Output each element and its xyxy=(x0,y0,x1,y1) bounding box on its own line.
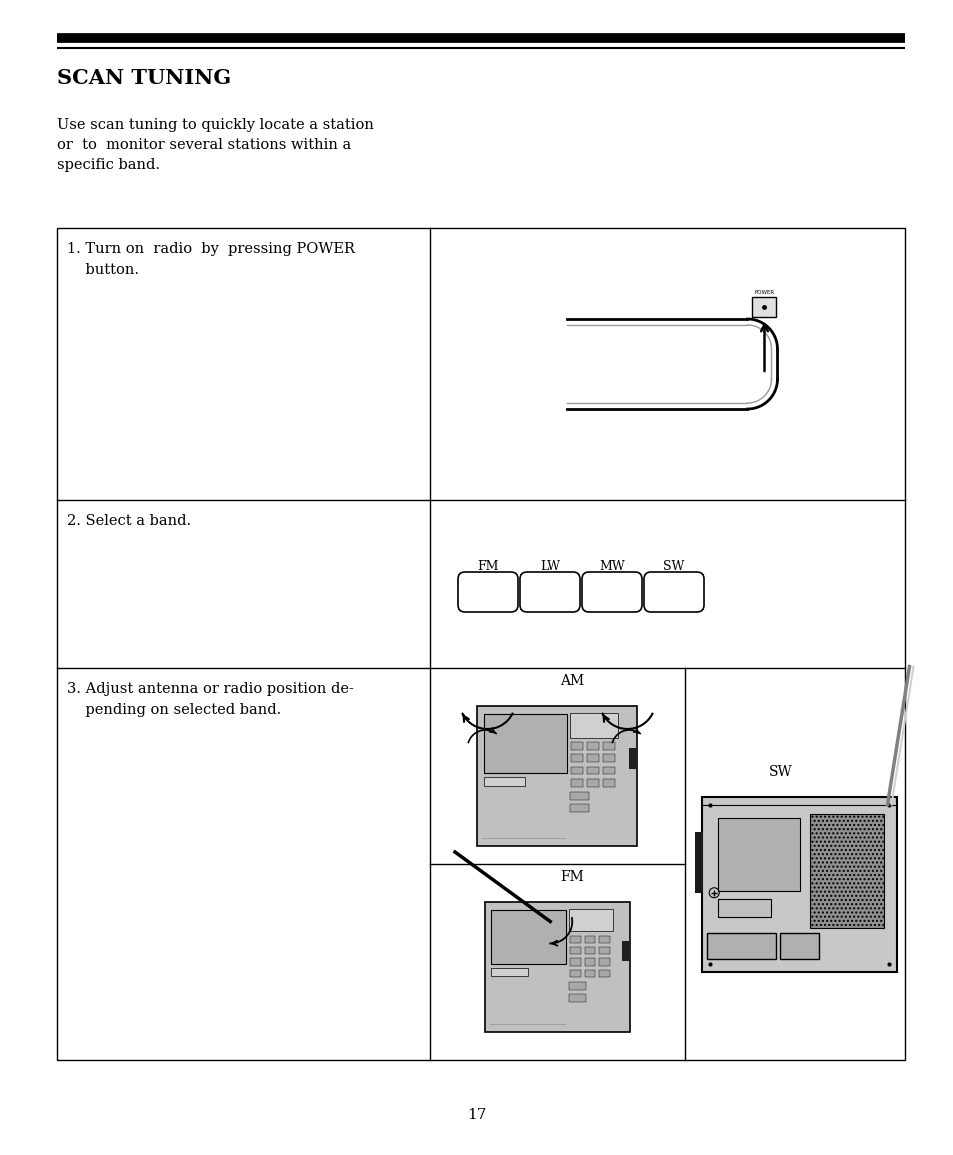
Bar xyxy=(584,959,595,966)
Bar xyxy=(584,936,595,942)
Bar xyxy=(587,767,598,775)
Text: POWER: POWER xyxy=(754,290,774,295)
Text: 17: 17 xyxy=(467,1108,486,1122)
Bar xyxy=(569,982,586,990)
Text: FM: FM xyxy=(559,870,583,884)
Bar xyxy=(718,899,771,917)
Bar xyxy=(587,754,598,762)
Bar xyxy=(570,792,589,800)
Bar xyxy=(752,297,776,316)
Bar xyxy=(570,713,618,738)
Bar xyxy=(701,797,897,971)
Text: 3. Adjust antenna or radio position de-
    pending on selected band.: 3. Adjust antenna or radio position de- … xyxy=(67,681,354,716)
Text: FM: FM xyxy=(476,560,498,573)
Bar xyxy=(621,941,629,961)
Text: SCAN TUNING: SCAN TUNING xyxy=(57,68,231,88)
Bar xyxy=(490,968,528,976)
Bar xyxy=(598,970,609,977)
Text: MW: MW xyxy=(598,560,624,573)
Bar xyxy=(584,947,595,954)
FancyBboxPatch shape xyxy=(581,572,641,612)
Bar xyxy=(571,767,582,775)
FancyBboxPatch shape xyxy=(457,572,517,612)
Bar xyxy=(57,228,904,1060)
Text: LW: LW xyxy=(539,560,559,573)
Bar xyxy=(570,970,580,977)
Bar xyxy=(602,778,615,787)
Bar xyxy=(483,715,566,773)
Bar xyxy=(571,742,582,750)
Bar xyxy=(477,706,637,845)
Bar xyxy=(571,778,582,787)
Bar xyxy=(569,909,612,931)
Text: SW: SW xyxy=(662,560,684,573)
Bar xyxy=(571,754,582,762)
Bar xyxy=(602,742,615,750)
Text: 1. Turn on  radio  by  pressing POWER
    button.: 1. Turn on radio by pressing POWER butto… xyxy=(67,243,355,276)
Bar xyxy=(718,818,800,891)
FancyBboxPatch shape xyxy=(519,572,579,612)
Bar xyxy=(707,933,775,960)
Bar xyxy=(629,748,637,769)
Bar xyxy=(490,910,566,964)
Bar xyxy=(570,947,580,954)
Bar xyxy=(584,970,595,977)
Bar xyxy=(598,947,609,954)
Bar xyxy=(695,832,702,893)
Bar xyxy=(809,814,882,927)
Bar xyxy=(570,959,580,966)
Bar xyxy=(483,777,525,785)
Bar xyxy=(598,959,609,966)
Bar xyxy=(587,778,598,787)
Bar xyxy=(484,902,629,1033)
Bar xyxy=(780,933,819,960)
Text: Use scan tuning to quickly locate a station
or  to  monitor several stations wit: Use scan tuning to quickly locate a stat… xyxy=(57,118,374,172)
Bar xyxy=(602,767,615,775)
Text: 2. Select a band.: 2. Select a band. xyxy=(67,514,191,528)
Text: AM: AM xyxy=(559,675,584,688)
Bar xyxy=(598,936,609,942)
FancyBboxPatch shape xyxy=(643,572,703,612)
Bar xyxy=(587,742,598,750)
Bar xyxy=(570,804,589,812)
Bar xyxy=(602,754,615,762)
Bar xyxy=(569,994,586,1003)
Text: SW: SW xyxy=(768,765,792,778)
Bar xyxy=(570,936,580,942)
